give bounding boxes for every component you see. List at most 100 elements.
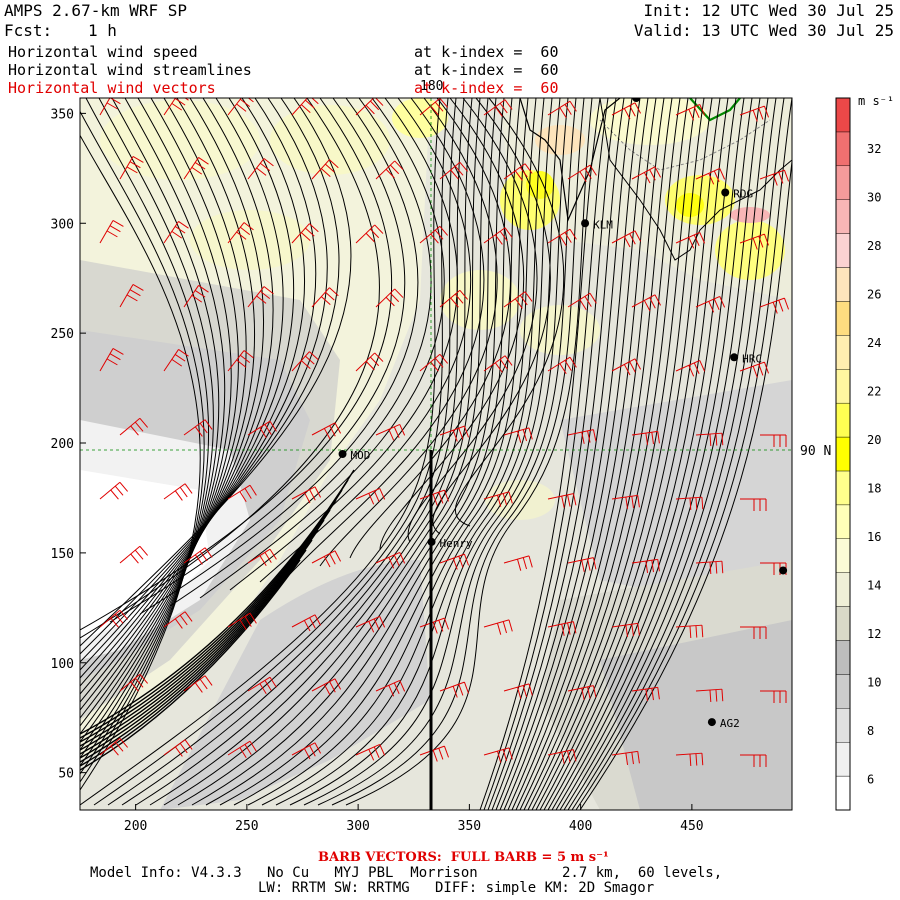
wind-barb xyxy=(503,683,533,699)
wind-barb xyxy=(675,752,704,767)
streamline xyxy=(233,98,529,806)
streamline xyxy=(80,98,220,759)
wind-barb xyxy=(695,560,724,575)
colorbar-tick-label: 16 xyxy=(867,530,881,544)
wind-barb xyxy=(311,287,339,308)
streamline xyxy=(539,98,721,810)
streamline xyxy=(555,98,753,810)
wind-barb xyxy=(675,231,706,249)
wind-barb xyxy=(439,553,470,570)
wind-barb xyxy=(739,233,770,250)
colorbar-band xyxy=(835,775,851,811)
station-label: HRC xyxy=(742,352,762,365)
wind-barb xyxy=(119,545,149,564)
streamline xyxy=(575,98,792,810)
colorbar-tick-label: 32 xyxy=(867,142,881,156)
streamline xyxy=(519,98,681,810)
station-label: Henry xyxy=(440,537,473,550)
wind-barb xyxy=(547,100,577,119)
streamline xyxy=(80,98,274,703)
streamline xyxy=(80,110,205,783)
streamline xyxy=(483,98,609,810)
wind-barb xyxy=(483,619,513,635)
wind-barb xyxy=(119,417,149,436)
streamline xyxy=(531,98,705,810)
wind-barb xyxy=(227,350,254,372)
plot-area: RDG KLM HRC MOD Henry AG2 xyxy=(80,98,792,810)
streamline xyxy=(80,98,226,751)
wind-barb xyxy=(483,355,513,373)
streamline xyxy=(543,98,729,810)
wind-barb xyxy=(759,297,790,314)
streamline xyxy=(121,98,465,806)
streamline xyxy=(205,98,513,806)
colorbar-band xyxy=(835,436,851,472)
station-marker xyxy=(707,718,716,727)
wind-barb xyxy=(99,348,124,372)
station-label: RDG xyxy=(733,187,753,200)
wind-barb xyxy=(119,156,144,180)
wind-barb xyxy=(183,547,213,565)
streamline xyxy=(199,98,445,599)
y-tick-label: 100 xyxy=(51,657,74,672)
y-tick-label: 150 xyxy=(51,547,74,562)
wind-barb xyxy=(483,99,513,117)
wind-barb xyxy=(355,352,384,372)
plot-frame xyxy=(79,97,793,811)
colorbar-tick-label: 18 xyxy=(867,482,881,496)
streamline xyxy=(135,98,473,806)
y-tick-label: 250 xyxy=(51,327,74,342)
wind-barb xyxy=(99,98,124,116)
colorbar-band xyxy=(835,131,851,167)
wind-barb xyxy=(611,750,640,766)
streamline xyxy=(80,98,232,743)
colorbar-tick-label: 20 xyxy=(867,433,881,447)
wind-barb xyxy=(760,690,787,703)
streamline xyxy=(80,529,319,759)
streamline xyxy=(511,98,665,810)
wind-barb xyxy=(247,548,277,567)
wind-barb xyxy=(227,484,257,503)
streamline xyxy=(345,98,593,806)
wind-barb xyxy=(675,624,704,639)
wind-barb xyxy=(675,496,704,511)
streamline xyxy=(80,98,340,655)
colorbar-band xyxy=(835,504,851,539)
colorbar-band xyxy=(835,199,851,234)
streamline xyxy=(495,98,633,810)
wind-barb xyxy=(227,222,254,244)
streamline xyxy=(491,98,625,810)
streamline xyxy=(487,98,617,810)
wind-barb xyxy=(675,103,706,121)
streamline xyxy=(571,98,785,810)
streamline xyxy=(559,98,761,810)
streamline xyxy=(551,98,745,810)
streamline xyxy=(93,98,449,806)
wind-barb xyxy=(119,284,144,308)
colorbar-band xyxy=(835,233,851,268)
streamline xyxy=(563,98,769,810)
wind-barb xyxy=(163,739,193,757)
wind-barb xyxy=(419,617,450,634)
wind-barb xyxy=(375,551,406,569)
wind-barb xyxy=(439,289,469,308)
wind-barb xyxy=(355,615,386,633)
wind-barb xyxy=(611,622,640,638)
physics-info: LW: RRTM SW: RRTMG DIFF: simple KM: 2D S… xyxy=(258,880,655,896)
station-label: AG2 xyxy=(720,717,740,730)
streamline xyxy=(80,134,201,791)
wind-barb xyxy=(99,737,129,756)
wind-barb xyxy=(247,158,274,180)
wind-barb xyxy=(163,221,189,244)
model-title: AMPS 2.67-km WRF SP xyxy=(4,1,188,20)
fcst-label: Fcst: xyxy=(4,21,53,40)
streamline xyxy=(80,98,247,727)
colorbar-tick-label: 6 xyxy=(867,773,874,787)
colorbar-tick-label: 10 xyxy=(867,676,881,690)
wind-barb xyxy=(375,160,404,180)
wind-barb xyxy=(740,626,767,639)
y-tick-label: 200 xyxy=(51,437,74,452)
streamline xyxy=(289,98,561,806)
field-level-streamlines: at k-index = 60 xyxy=(414,61,559,79)
